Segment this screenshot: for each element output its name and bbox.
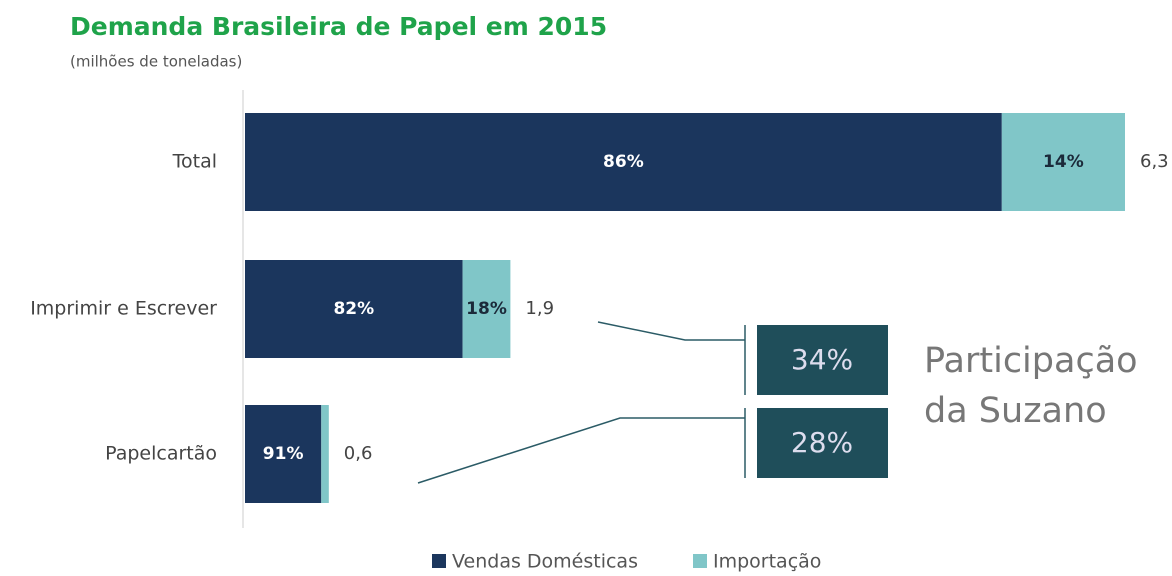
data-label: 91% — [263, 444, 304, 464]
connectors — [417, 321, 746, 484]
legend-label: Vendas Domésticas — [452, 551, 638, 573]
bar-segment — [462, 260, 511, 358]
share-label: 28% — [791, 426, 853, 459]
total-label: 6,3 — [1140, 151, 1169, 172]
callout-text: da Suzano — [924, 391, 1107, 431]
y-tick-label: Papelcartão — [105, 443, 217, 465]
data-label: 82% — [333, 299, 374, 319]
bar-segment — [245, 113, 1002, 211]
connector — [417, 417, 745, 484]
y-tick-label: Imprimir e Escrever — [30, 298, 217, 320]
data-label: 18% — [466, 299, 507, 319]
bar-segment — [245, 260, 463, 358]
chart-title: Demanda Brasileira de Papel em 2015 — [70, 12, 607, 41]
total-label: 1,9 — [525, 298, 554, 319]
share-label: 34% — [791, 343, 853, 376]
bar-segment — [245, 405, 322, 503]
connector — [597, 321, 745, 341]
bar-segment — [321, 405, 329, 503]
legend-swatch — [432, 554, 446, 568]
callout-text: Participação — [924, 341, 1138, 381]
chart-subtitle: (milhões de toneladas) — [70, 53, 242, 71]
total-label: 0,6 — [344, 443, 373, 464]
y-tick-label: Total — [172, 151, 217, 173]
data-label: 14% — [1043, 152, 1084, 172]
legend-swatch — [693, 554, 707, 568]
share-box — [757, 408, 888, 478]
data-label: 86% — [603, 152, 644, 172]
legend-label: Importação — [713, 551, 821, 573]
share-box — [757, 325, 888, 395]
bar-segment — [1001, 113, 1125, 211]
